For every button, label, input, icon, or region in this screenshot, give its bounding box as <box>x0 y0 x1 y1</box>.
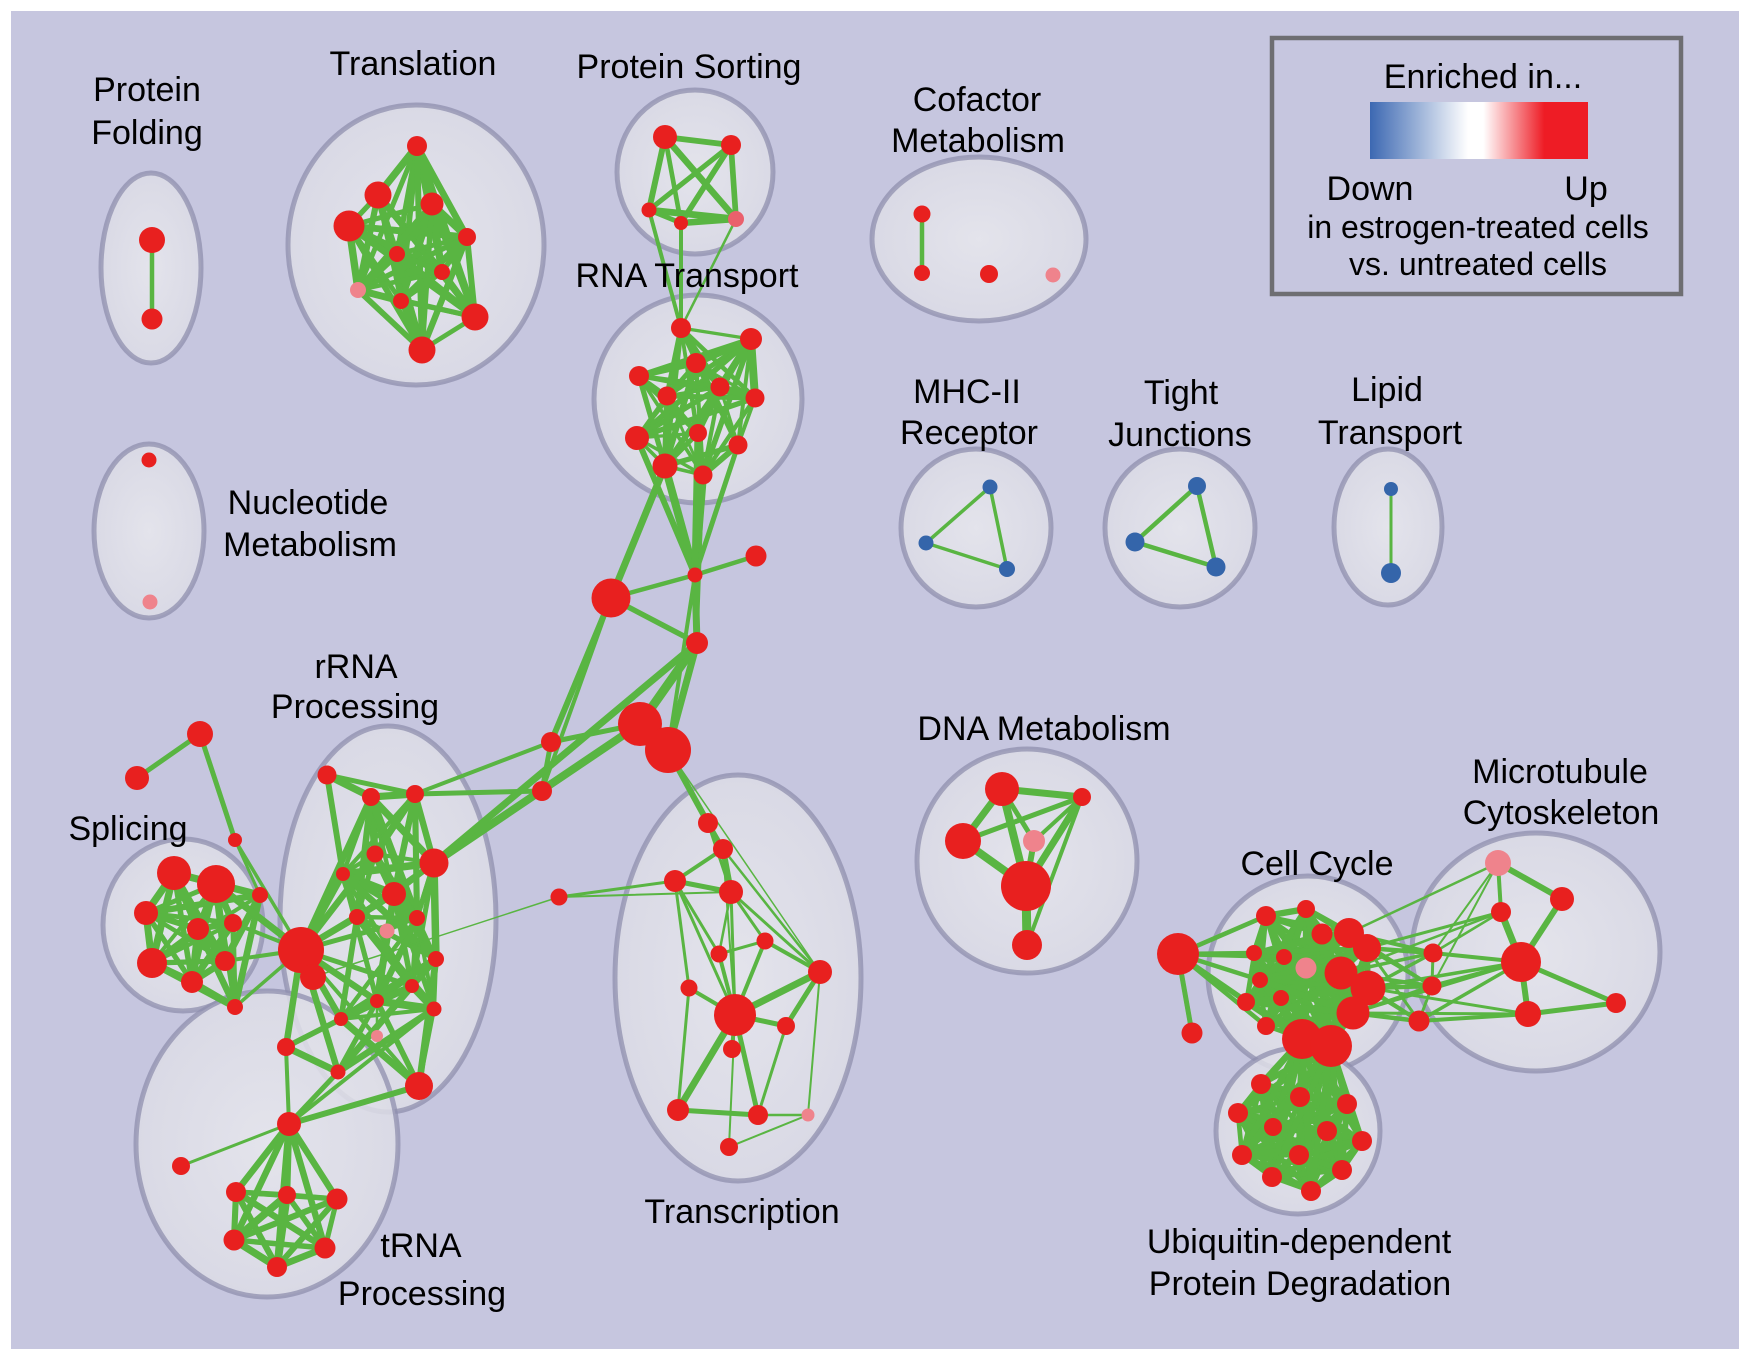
svg-text:Cytoskeleton: Cytoskeleton <box>1463 794 1660 832</box>
svg-text:Enriched in...: Enriched in... <box>1384 58 1582 96</box>
svg-text:Receptor: Receptor <box>900 414 1038 452</box>
svg-text:MHC-II: MHC-II <box>913 373 1021 411</box>
svg-text:Metabolism: Metabolism <box>223 526 397 564</box>
svg-text:Folding: Folding <box>91 114 203 152</box>
svg-text:Cell Cycle: Cell Cycle <box>1240 845 1393 883</box>
svg-text:Protein Degradation: Protein Degradation <box>1149 1265 1451 1303</box>
svg-text:Transport: Transport <box>1318 414 1463 452</box>
svg-text:RNA Transport: RNA Transport <box>576 257 800 295</box>
svg-text:Processing: Processing <box>338 1275 506 1313</box>
svg-text:Splicing: Splicing <box>68 810 187 848</box>
svg-text:vs. untreated cells: vs. untreated cells <box>1349 246 1607 282</box>
svg-text:Down: Down <box>1327 170 1414 208</box>
svg-text:Transcription: Transcription <box>644 1193 839 1231</box>
svg-text:Metabolism: Metabolism <box>891 122 1065 160</box>
svg-text:Lipid: Lipid <box>1351 371 1423 409</box>
svg-text:DNA Metabolism: DNA Metabolism <box>917 710 1170 748</box>
svg-text:Ubiquitin-dependent: Ubiquitin-dependent <box>1147 1223 1452 1261</box>
svg-text:Tight: Tight <box>1144 374 1219 412</box>
svg-text:Up: Up <box>1564 170 1607 208</box>
svg-text:tRNA: tRNA <box>380 1227 462 1265</box>
svg-text:Nucleotide: Nucleotide <box>228 484 389 522</box>
svg-text:Microtubule: Microtubule <box>1472 753 1648 791</box>
svg-text:rRNA: rRNA <box>314 648 397 686</box>
svg-text:in estrogen-treated cells: in estrogen-treated cells <box>1307 209 1649 245</box>
svg-text:Cofactor: Cofactor <box>913 81 1042 119</box>
svg-text:Protein Sorting: Protein Sorting <box>577 48 802 86</box>
svg-text:Processing: Processing <box>271 688 439 726</box>
svg-text:Junctions: Junctions <box>1108 416 1252 454</box>
svg-text:Protein: Protein <box>93 71 201 109</box>
svg-text:Translation: Translation <box>330 45 497 83</box>
